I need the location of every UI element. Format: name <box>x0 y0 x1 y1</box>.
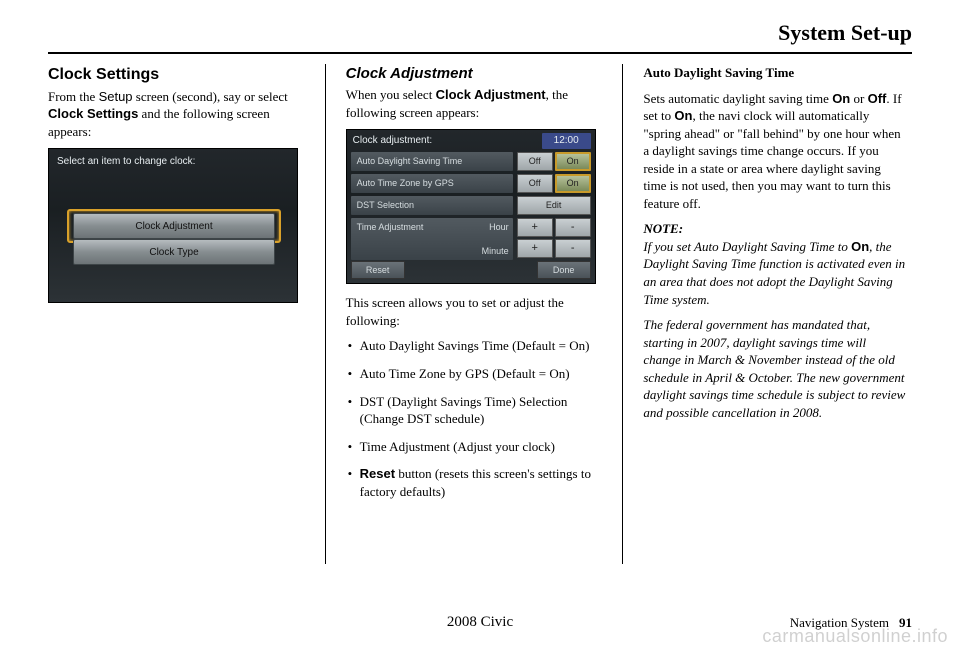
s2-row1-label: Auto Daylight Saving Time <box>351 152 513 171</box>
screenshot-clock-settings: Select an item to change clock: Clock Ad… <box>48 148 298 303</box>
clock-adjustment-after: This screen allows you to set or adjust … <box>346 294 609 329</box>
bullet-1: Auto Daylight Savings Time (Default = On… <box>346 337 609 355</box>
s2-row1-off: Off <box>517 152 553 171</box>
column-2: Clock Adjustment When you select Clock A… <box>346 64 624 564</box>
clock-settings-title: Clock Settings <box>48 64 311 86</box>
page-header: System Set-up <box>48 20 912 54</box>
s2-timeadj-label: Time AdjustmentHour Minute <box>351 218 513 260</box>
s2-row3-edit: Edit <box>517 196 591 215</box>
s2-row1-on: On <box>555 152 591 171</box>
watermark: carmanualsonline.info <box>762 626 948 647</box>
s2-hour-minus: - <box>555 218 591 237</box>
s2-row2-label: Auto Time Zone by GPS <box>351 174 513 193</box>
clock-adjustment-intro: When you select Clock Adjustment, the fo… <box>346 86 609 121</box>
s1-title: Select an item to change clock: <box>49 149 297 175</box>
s2-minute-plus: + <box>517 239 553 258</box>
s2-reset: Reset <box>351 261 405 279</box>
s1-btn-clock-adjustment: Clock Adjustment <box>73 213 275 239</box>
s2-row2-on: On <box>555 174 591 193</box>
bullet-4: Time Adjustment (Adjust your clock) <box>346 438 609 456</box>
s2-row2-off: Off <box>517 174 553 193</box>
clock-settings-intro: From the Setup screen (second), say or s… <box>48 88 311 141</box>
bullet-2: Auto Time Zone by GPS (Default = On) <box>346 365 609 383</box>
s2-minute-minus: - <box>555 239 591 258</box>
s2-header-title: Clock adjustment: <box>353 134 432 148</box>
s1-btn-clock-type: Clock Type <box>73 239 275 265</box>
column-1: Clock Settings From the Setup screen (se… <box>48 64 326 564</box>
s2-done: Done <box>537 261 591 279</box>
bullet-list: Auto Daylight Savings Time (Default = On… <box>346 337 609 500</box>
note-label: NOTE: <box>643 220 906 238</box>
bullet-5: Reset button (resets this screen's setti… <box>346 465 609 500</box>
clock-adjustment-title: Clock Adjustment <box>346 64 609 84</box>
federal-note: The federal government has mandated that… <box>643 316 906 421</box>
s2-time: 12:00 <box>542 133 591 149</box>
column-3: Auto Daylight Saving Time Sets automatic… <box>643 64 912 564</box>
screenshot-clock-adjustment: Clock adjustment: 12:00 Auto Daylight Sa… <box>346 129 596 284</box>
auto-dst-heading: Auto Daylight Saving Time <box>643 64 906 82</box>
note-text: If you set Auto Daylight Saving Time to … <box>643 238 906 308</box>
s2-row3-label: DST Selection <box>351 196 513 215</box>
auto-dst-p1: Sets automatic daylight saving time On o… <box>643 90 906 213</box>
bullet-3: DST (Daylight Savings Time) Selection (C… <box>346 393 609 428</box>
s2-hour-plus: + <box>517 218 553 237</box>
